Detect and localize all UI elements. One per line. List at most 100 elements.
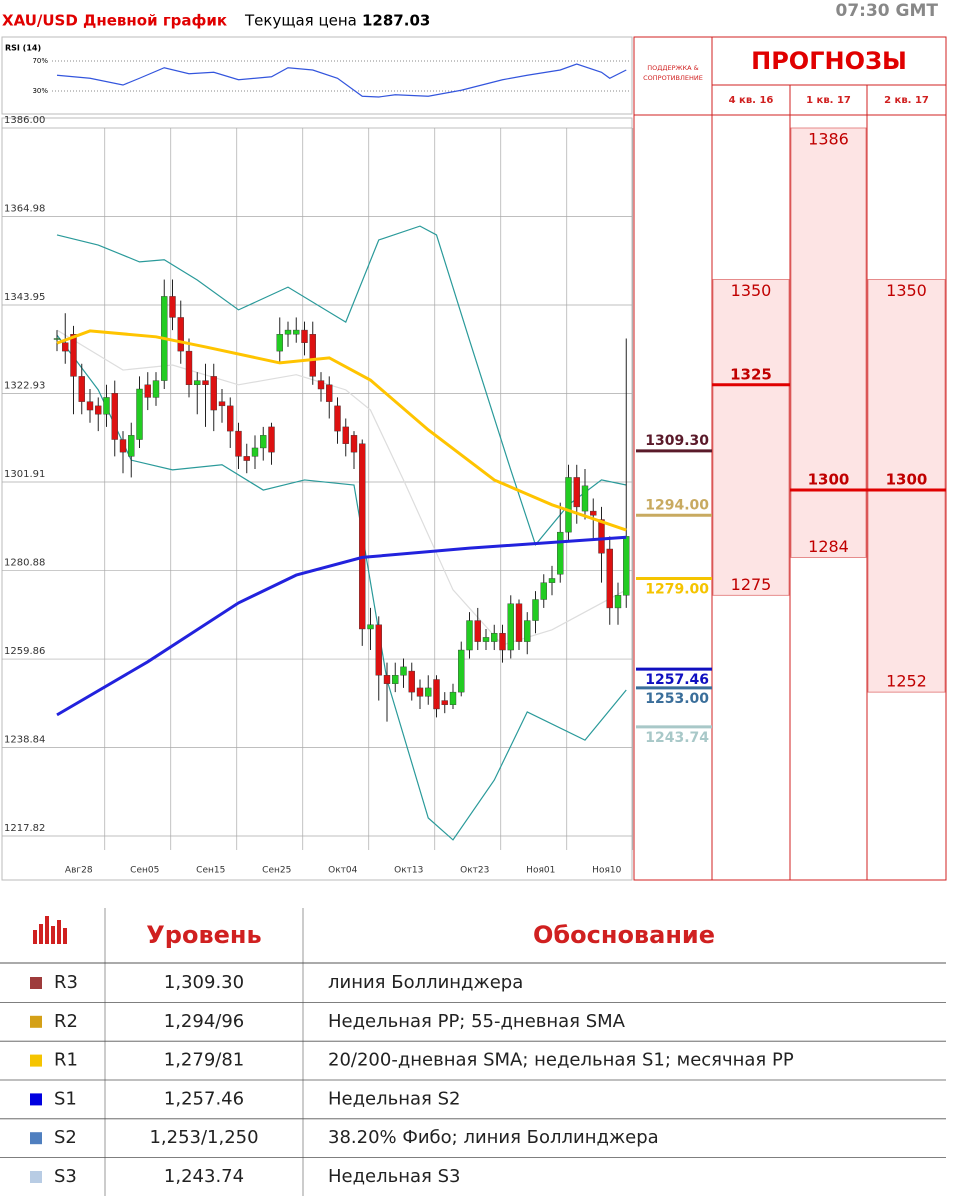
- level-label: 1257.46: [645, 672, 709, 688]
- row-reason: 38.20% Фибо; линия Боллинджера: [328, 1127, 659, 1148]
- level-label: 1309.30: [645, 433, 709, 449]
- candle-body: [235, 430, 242, 457]
- candle-body: [53, 338, 61, 340]
- row-swatch: [30, 1171, 42, 1183]
- row-reason: линия Боллинджера: [328, 972, 523, 993]
- quarter-label: 1 кв. 17: [806, 95, 851, 106]
- candle-body: [433, 679, 440, 710]
- candle-body: [614, 595, 622, 609]
- x-tick-label: Окт04: [328, 866, 357, 876]
- candle-body: [218, 401, 226, 407]
- rsi-frame: [1, 36, 633, 115]
- candle-body: [194, 380, 201, 386]
- x-tick-label: Окт13: [394, 866, 423, 876]
- forecast-pivot-label: 1300: [808, 471, 850, 489]
- candle-body: [449, 691, 457, 705]
- y-tick-label: 1364.98: [4, 203, 45, 214]
- forecast-range: [867, 279, 946, 693]
- candle-body: [350, 435, 358, 453]
- x-tick-label: Ноя01: [526, 866, 555, 876]
- candle-body: [383, 675, 391, 684]
- candle-body: [557, 531, 564, 575]
- forecast-range: [790, 127, 867, 558]
- candle-body: [359, 443, 366, 630]
- forecast-title: ПРОГНОЗЫ: [751, 47, 907, 75]
- chart-frame: [1, 117, 633, 881]
- candle-body: [119, 439, 127, 453]
- row-level: 1,309.30: [164, 972, 244, 993]
- row-level: 1,279/81: [164, 1050, 245, 1071]
- candle-body: [268, 426, 275, 453]
- candle-body: [458, 649, 465, 693]
- forecast-pivot-label: 1300: [886, 471, 928, 489]
- candle-body: [367, 624, 374, 630]
- forecast-low: 1275: [731, 575, 772, 594]
- y-tick-label: 1343.95: [4, 292, 45, 303]
- table-icon: [33, 916, 67, 944]
- rsi-tick-label: 30%: [32, 87, 48, 95]
- subtitle: ПОДДЕРЖКА &: [647, 64, 698, 72]
- row-name: S3: [54, 1166, 77, 1187]
- candle-body: [375, 624, 382, 676]
- candle-body: [623, 536, 630, 596]
- page-title: XAU/USD Дневной график: [2, 12, 227, 30]
- price-label: Текущая цена: [244, 12, 357, 30]
- subtitle: СОПРОТИВЛЕНИЕ: [643, 74, 703, 82]
- row-swatch: [30, 1132, 42, 1145]
- time: 07:30 GMT: [836, 1, 939, 21]
- candle-body: [598, 519, 605, 554]
- price: 1287.03: [362, 12, 430, 30]
- candle-body: [491, 632, 498, 642]
- candle-body: [416, 687, 424, 697]
- candle-body: [548, 578, 556, 583]
- forecast-low: 1252: [886, 672, 927, 691]
- candle-body: [474, 620, 481, 642]
- candle-body: [202, 380, 209, 386]
- candle-body: [293, 329, 300, 335]
- candle-body: [284, 329, 292, 335]
- candle-body: [466, 620, 473, 651]
- candle-body: [408, 670, 415, 693]
- candle-body: [392, 675, 399, 684]
- indicator-line: [56, 334, 627, 841]
- row-name: S2: [54, 1127, 77, 1148]
- candle-body: [210, 376, 217, 411]
- candle-body: [103, 397, 110, 415]
- x-tick-label: Ноя10: [592, 866, 621, 876]
- table-header: Уровень: [146, 921, 261, 949]
- level-label: 1243.74: [645, 730, 709, 746]
- candle-body: [334, 405, 341, 432]
- row-reason: Недельная S3: [328, 1166, 460, 1187]
- x-tick-label: Авг28: [65, 866, 93, 876]
- row-swatch: [30, 1093, 42, 1106]
- candle-body: [243, 456, 250, 461]
- x-tick-label: Окт23: [460, 866, 489, 876]
- rsi-line: [56, 63, 627, 98]
- candle-body: [185, 350, 193, 386]
- indicator-line: [56, 225, 627, 547]
- row-name: R3: [54, 972, 78, 993]
- candle-body: [317, 380, 325, 390]
- candle-body: [152, 380, 160, 398]
- row-level: 1,257.46: [164, 1088, 244, 1109]
- candle-body: [276, 334, 283, 352]
- candle-body: [425, 687, 432, 697]
- candle-body: [326, 384, 333, 402]
- quarter-label: 4 кв. 16: [729, 95, 774, 106]
- candle-body: [136, 388, 143, 440]
- candle-body: [499, 632, 506, 651]
- moving-average: [56, 329, 627, 532]
- level-label: 1294.00: [645, 497, 709, 513]
- row-swatch: [30, 1015, 42, 1028]
- candle-body: [95, 405, 102, 415]
- row-name: R1: [54, 1050, 78, 1071]
- y-tick-label: 1386.00: [4, 115, 45, 126]
- candle-body: [251, 447, 259, 457]
- forecast-high: 1350: [731, 281, 772, 300]
- candle-body: [590, 510, 597, 516]
- candle-body: [62, 342, 69, 352]
- row-reason: Недельная S2: [328, 1088, 460, 1109]
- row-level: 1,253/1,250: [149, 1127, 258, 1148]
- level-label: 1279.00: [645, 581, 709, 597]
- candle-body: [482, 637, 490, 642]
